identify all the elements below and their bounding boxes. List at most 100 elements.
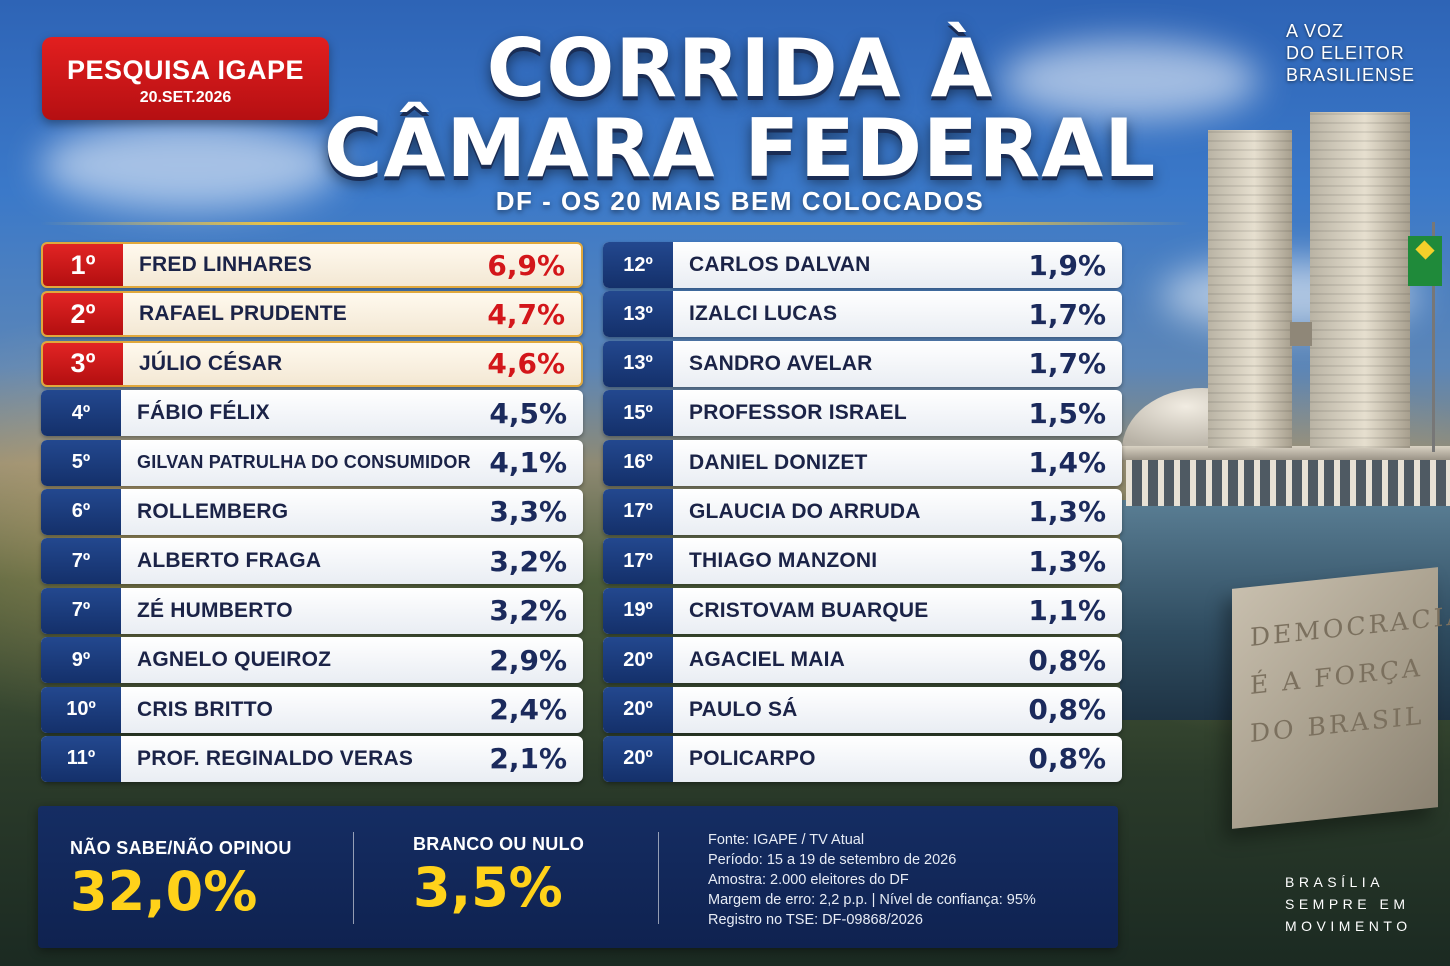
candidate-percentage: 4,5% [489,396,567,430]
candidate-name: ALBERTO FRAGA [137,549,322,573]
ranking-position: 7º [41,538,121,585]
candidate-name: AGACIEL MAIA [689,648,846,672]
candidate-name: IZALCI LUCAS [689,302,838,326]
candidate-percentage: 1,7% [1028,297,1106,331]
cloud [1000,40,1260,120]
ranking-row: 12º CARLOS DALVAN 1,9% [603,242,1122,288]
ranking-row: 1º FRED LINHARES 6,9% [41,242,583,288]
ranking-row: 7º ALBERTO FRAGA 3,2% [41,538,583,585]
ranking-position: 4º [41,390,121,437]
header-divider [40,222,1190,225]
ranking-row: 19º CRISTOVAM BUARQUE 1,1% [603,587,1122,634]
badge-date: 20.SET.2026 [139,89,232,106]
survey-methodology: Fonte: IGAPE / TV Atual Período: 15 a 19… [708,832,1036,928]
candidate-percentage: 1,1% [1028,594,1106,628]
candidate-name: POLICARPO [689,746,816,770]
candidate-percentage: 3,2% [489,544,567,578]
monument-inscription: DEMOCRACIA É A FORÇA DO BRASIL [1250,600,1450,748]
ranking-row: 5º GILVAN PATRULHA DO CONSUMIDOR 4,1% [41,439,583,486]
candidate-percentage: 1,7% [1028,347,1106,381]
ranking-position: 1º [43,244,123,286]
ranking-list-left: 1º FRED LINHARES 6,9% 2º RAFAEL PRUDENTE 4,7%… [41,242,583,785]
page-title-line1: CORRIDA À [486,22,994,115]
ranking-position: 2º [43,293,123,336]
bottom-slogan: BRASÍLIA SEMPRE EM MOVIMENTO [1285,874,1412,934]
candidate-name: AGNELO QUEIROZ [137,648,332,672]
candidate-name: FÁBIO FÉLIX [137,401,270,425]
ranking-position: 3º [43,342,123,385]
ranking-position: 13º [603,291,673,338]
candidate-name: ROLLEMBERG [137,499,289,523]
candidate-percentage: 0,8% [1028,742,1106,776]
brazil-flag-icon [1408,236,1442,286]
ranking-row: 17º THIAGO MANZONI 1,3% [603,538,1122,585]
candidate-name: CARLOS DALVAN [689,253,871,276]
candidate-percentage: 3,2% [489,594,567,628]
candidate-percentage: 2,9% [489,643,567,677]
candidate-percentage: 1,5% [1028,396,1106,430]
candidate-name: CRIS BRITTO [137,697,273,721]
candidate-percentage: 0,8% [1028,643,1106,677]
congress-colonnade [1126,460,1450,506]
candidate-name: ZÉ HUMBERTO [137,598,293,622]
ranking-position: 17º [603,538,673,585]
ranking-row: 20º AGACIEL MAIA 0,8% [603,637,1122,684]
ranking-row: 20º PAULO SÁ 0,8% [603,686,1122,733]
candidate-percentage: 1,4% [1028,446,1106,480]
ranking-row: 4º FÁBIO FÉLIX 4,5% [41,390,583,437]
ranking-row: 2º RAFAEL PRUDENTE 4,7% [41,291,583,338]
ranking-position: 17º [603,488,673,535]
candidate-percentage: 1,3% [1028,495,1106,529]
ranking-row: 15º PROFESSOR ISRAEL 1,5% [603,390,1122,437]
candidate-percentage: 0,8% [1028,693,1106,727]
page-subtitle: DF - OS 20 MAIS BEM COLOCADOS [495,186,985,216]
candidate-percentage: 4,7% [487,297,565,331]
ranking-row: 11º PROF. REGINALDO VERAS 2,1% [41,735,583,782]
badge-title: PESQUISA IGAPE [66,55,305,85]
congress-tower-right [1310,112,1410,448]
ranking-position: 10º [41,686,121,733]
flag-pole [1432,222,1435,452]
ranking-row: 16º DANIEL DONIZET 1,4% [603,439,1122,486]
ranking-row: 20º POLICARPO 0,8% [603,735,1122,782]
ranking-row: 9º AGNELO QUEIROZ 2,9% [41,637,583,684]
ranking-position: 7º [41,587,121,634]
ranking-row: 17º GLAUCIA DO ARRUDA 1,3% [603,488,1122,535]
ranking-row: 6º ROLLEMBERG 3,3% [41,488,583,535]
ranking-position: 6º [41,488,121,535]
ranking-row: 13º IZALCI LUCAS 1,7% [603,291,1122,338]
congress-tower-left [1208,130,1292,448]
ranking-position: 20º [603,637,673,684]
ranking-position: 5º [41,439,121,486]
ranking-row: 13º SANDRO AVELAR 1,7% [603,340,1122,387]
candidate-name: THIAGO MANZONI [689,549,878,573]
candidate-name: RAFAEL PRUDENTE [139,302,347,326]
footer-divider [353,832,354,924]
congress-slab [1120,446,1450,460]
candidate-percentage: 1,3% [1028,544,1106,578]
candidate-percentage: 2,4% [489,693,567,727]
tower-bridge [1290,322,1312,346]
undecided-label: NÃO SABE/NÃO OPINOU [70,838,292,858]
ranking-row: 3º JÚLIO CÉSAR 4,6% [41,340,583,387]
ranking-position: 13º [603,340,673,387]
candidate-name: PROFESSOR ISRAEL [689,401,907,425]
blank-null-label: BRANCO OU NULO [413,834,585,854]
candidate-percentage: 6,9% [487,248,565,282]
candidate-name: GILVAN PATRULHA DO CONSUMIDOR [137,452,471,473]
candidate-percentage: 4,1% [489,446,567,480]
ranking-position: 16º [603,439,673,486]
candidate-percentage: 3,3% [489,495,567,529]
cloud [40,120,340,210]
candidate-name: FRED LINHARES [139,253,312,276]
ranking-row: 10º CRIS BRITTO 2,4% [41,686,583,733]
candidate-name: DANIEL DONIZET [689,450,868,474]
footer-divider [658,832,659,924]
candidate-name: PROF. REGINALDO VERAS [137,746,414,770]
candidate-name: SANDRO AVELAR [689,351,873,375]
candidate-name: CRISTOVAM BUARQUE [689,598,929,622]
ranking-list-right: 12º CARLOS DALVAN 1,9% 13º IZALCI LUCAS 1,7% 1… [603,242,1122,785]
candidate-name: GLAUCIA DO ARRUDA [689,499,921,523]
blank-null-value: 3,5% [413,856,563,919]
ranking-position: 9º [41,637,121,684]
